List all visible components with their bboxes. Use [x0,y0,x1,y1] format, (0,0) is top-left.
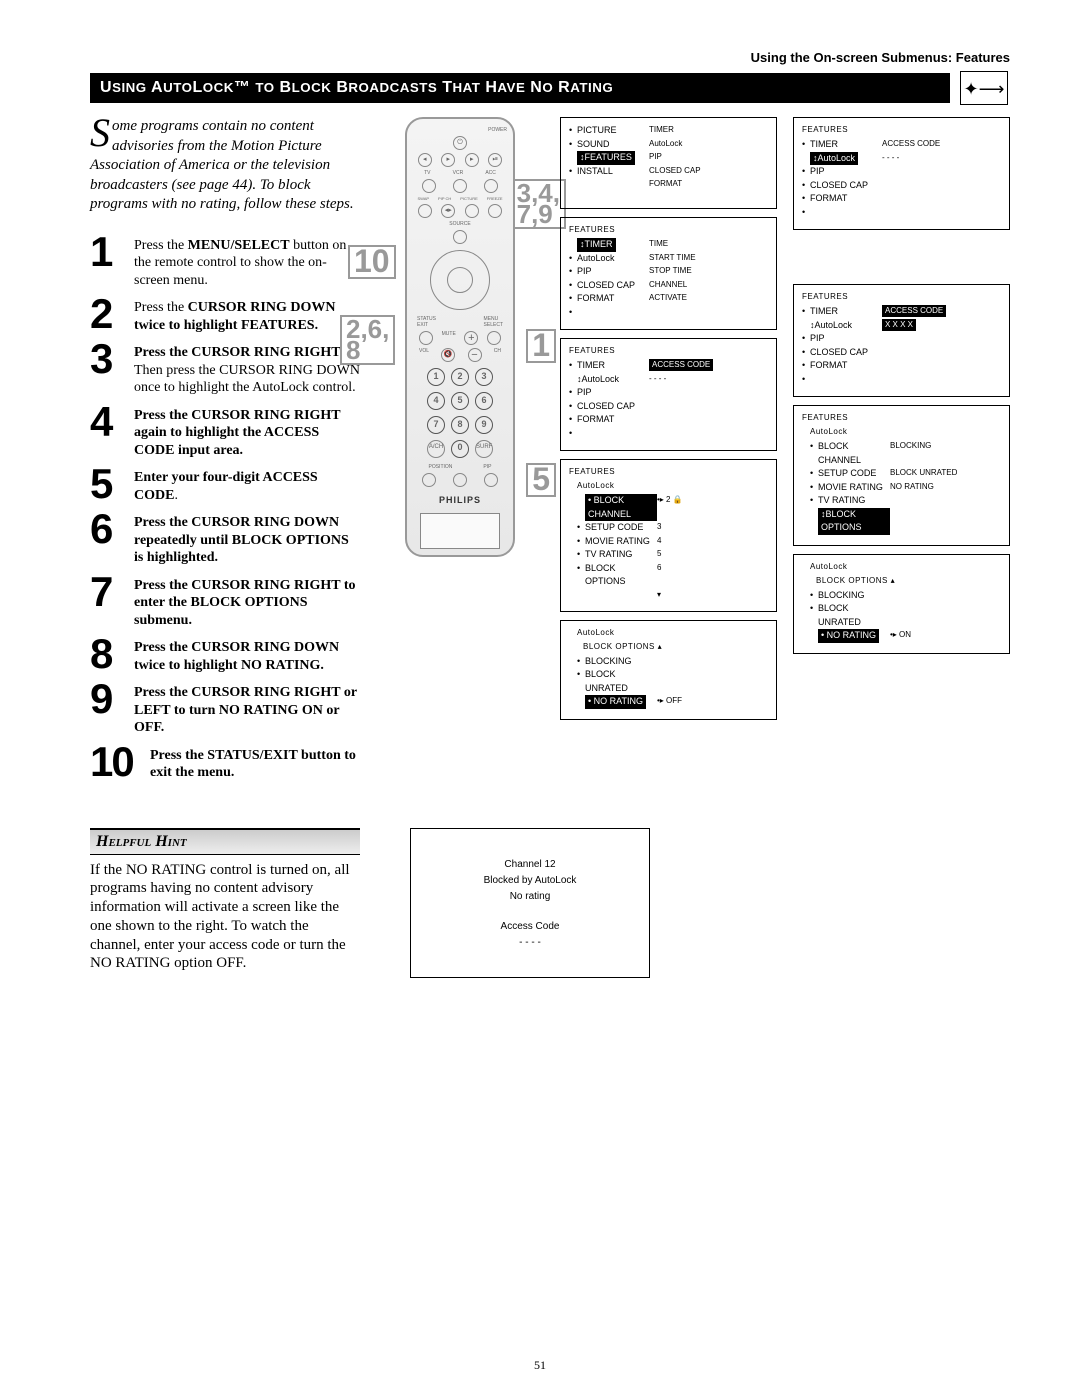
screens-col-left: •PICTURETIMER•SOUNDAutoLock↕FEATURESPIP•… [560,117,777,788]
number-pad: 123 456 789 [413,368,507,434]
step-text: Press the MENU/SELECT button on the remo… [134,233,360,290]
manual-page: Using the On-screen Submenus: Features U… [0,0,1080,1008]
steps-list: 1Press the MENU/SELECT button on the rem… [90,233,360,782]
intro-rest: ome programs contain no content advisori… [90,118,354,212]
step-item: 4Press the CURSOR RING RIGHT again to hi… [90,403,360,460]
osd-screen: FEATURESAutoLock•BLOCK CHANNELBLOCKING•S… [793,405,1010,546]
hint-line1: Channel 12 [411,857,649,873]
osd-screen: FEATURES•TIMERACCESS CODE↕AutoLockX X X … [793,284,1010,397]
osd-screens: •PICTURETIMER•SOUNDAutoLock↕FEATURESPIP•… [560,117,1010,788]
step-item: 1Press the MENU/SELECT button on the rem… [90,233,360,290]
osd-screen: FEATURES•TIMERACCESS CODE↕AutoLock- - - … [793,117,1010,230]
osd-screen: FEATURESAutoLock• BLOCK CHANNEL•▸ 2 🔒•SE… [560,459,777,612]
callout-34-79: 3,4,7,9 [511,179,566,229]
callout-5: 5 [526,463,556,497]
step-text: Press the STATUS/EXIT button to exit the… [150,743,360,782]
step-number: 4 [90,403,134,460]
osd-screen: AutoLockBLOCK OPTIONS ▴•BLOCKING•BLOCK U… [793,554,1010,654]
hint-title: Helpful Hint [90,828,360,855]
step-item: 7Press the CURSOR RING RIGHT to enter th… [90,573,360,630]
step-text: Enter your four-digit ACCESS CODE. [134,465,360,504]
remote-pointing-icon: ✦⟶ [960,71,1008,105]
step-item: 2Press the CURSOR RING DOWN twice to hig… [90,295,360,334]
hint-text: If the NO RATING control is turned on, a… [90,861,360,974]
step-number: 10 [90,743,150,782]
step-text: Press the CURSOR RING RIGHT to enter the… [134,573,360,630]
osd-screen: FEATURES↕TIMERTIME•AutoLockSTART TIME•PI… [560,217,777,330]
step-text: Press the CURSOR RING RIGHT or LEFT to t… [134,680,360,737]
remote-column: 3,4,7,9 10 2,6,8 1 5 POWER ⏻ ◂▸▸⏯ TVVCRA… [370,117,550,788]
left-column: Some programs contain no content advisor… [90,117,360,788]
step-number: 6 [90,510,134,567]
cursor-ring [430,250,490,310]
step-text: Press the CURSOR RING RIGHT. Then press … [134,340,360,397]
step-text: Press the CURSOR RING DOWN twice to high… [134,635,360,674]
title-text: USING AUTOLOCK™ TO BLOCK BROADCASTS THAT… [100,79,613,96]
hint-section: Helpful Hint If the NO RATING control is… [90,828,1010,978]
title-bar: USING AUTOLOCK™ TO BLOCK BROADCASTS THAT… [90,73,950,103]
page-number: 51 [0,1358,1080,1373]
step-number: 2 [90,295,134,334]
step-number: 1 [90,233,134,290]
hint-line3: No rating [411,889,649,905]
step-item: 3Press the CURSOR RING RIGHT. Then press… [90,340,360,397]
step-item: 10Press the STATUS/EXIT button to exit t… [90,743,360,782]
callout-1: 1 [526,329,556,363]
osd-screen: •PICTURETIMER•SOUNDAutoLock↕FEATURESPIP•… [560,117,777,209]
step-text: Press the CURSOR RING DOWN repeatedly un… [134,510,360,567]
step-text: Press the CURSOR RING RIGHT again to hig… [134,403,360,460]
remote-display [420,513,500,549]
step-item: 6Press the CURSOR RING DOWN repeatedly u… [90,510,360,567]
step-item: 9Press the CURSOR RING RIGHT or LEFT to … [90,680,360,737]
remote-control-diagram: POWER ⏻ ◂▸▸⏯ TVVCRACC SWAPPIP CHPICTUREF… [405,117,515,557]
callout-10: 10 [348,245,396,279]
callout-268: 2,6,8 [340,315,395,365]
remote-brand: PHILIPS [413,495,507,505]
screens-col-right: FEATURES•TIMERACCESS CODE↕AutoLock- - - … [793,117,1010,788]
step-number: 3 [90,340,134,397]
main-columns: Some programs contain no content advisor… [90,117,1010,788]
hint-tv-screen: Channel 12 Blocked by AutoLock No rating… [410,828,650,978]
hint-line5: - - - - [411,935,649,951]
osd-screen: AutoLockBLOCK OPTIONS ▴•BLOCKING•BLOCK U… [560,620,777,720]
step-item: 8Press the CURSOR RING DOWN twice to hig… [90,635,360,674]
intro-paragraph: Some programs contain no content advisor… [90,117,360,215]
step-number: 7 [90,573,134,630]
hint-line2: Blocked by AutoLock [411,873,649,889]
hint-line4: Access Code [411,919,649,935]
step-item: 5Enter your four-digit ACCESS CODE. [90,465,360,504]
step-text: Press the CURSOR RING DOWN twice to high… [134,295,360,334]
step-number: 5 [90,465,134,504]
section-label: Using the On-screen Submenus: Features [90,50,1010,65]
step-number: 9 [90,680,134,737]
osd-screen: FEATURES•TIMERACCESS CODE↕AutoLock- - - … [560,338,777,451]
dropcap: S [90,117,112,149]
step-number: 8 [90,635,134,674]
